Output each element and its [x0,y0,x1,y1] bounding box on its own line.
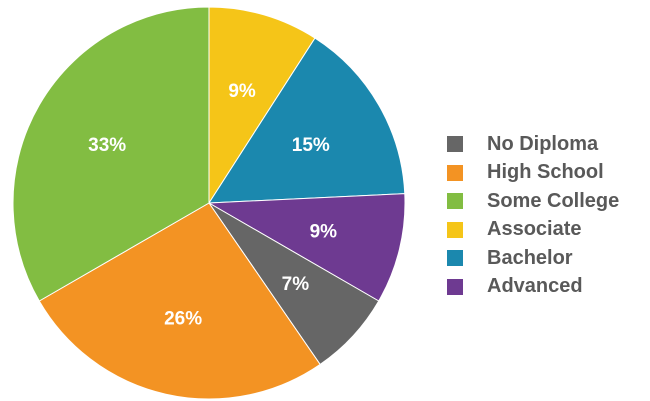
slice-label-advanced: 9% [310,222,338,243]
legend-swatch [447,193,463,210]
legend-label: High School [487,161,604,184]
legend-item-high-school: High School [447,159,619,188]
legend-swatch [447,278,463,295]
chart-legend: No Diploma High School Some College Associa… [447,130,619,301]
slice-label-bachelor: 15% [292,135,330,156]
legend-swatch [447,250,463,267]
legend-item-advanced: Advanced [447,273,619,302]
pie-slice-high-school [38,202,321,400]
slice-label-high-school: 26% [164,309,202,330]
pie-slice-some-college [12,6,210,302]
legend-swatch [447,164,463,181]
slice-label-no-diploma: 7% [282,274,310,295]
pie-slice-associate [208,6,316,205]
legend-swatch [447,221,463,238]
pie-slice-advanced [207,193,406,302]
legend-label: Advanced [487,275,583,298]
legend-item-no-diploma: No Diploma [447,130,619,159]
legend-label: No Diploma [487,132,599,155]
slice-label-associate: 9% [228,81,256,102]
legend-item-associate: Associate [447,216,619,245]
legend-label: Associate [487,218,582,241]
legend-item-some-college: Some College [447,187,619,216]
legend-swatch [447,136,463,153]
legend-item-bachelor: Bachelor [447,244,619,273]
legend-label: Bachelor [487,246,573,269]
pie-slice-bachelor [208,37,406,204]
legend-label: Some College [487,189,620,212]
slice-label-some-college: 33% [88,135,126,156]
